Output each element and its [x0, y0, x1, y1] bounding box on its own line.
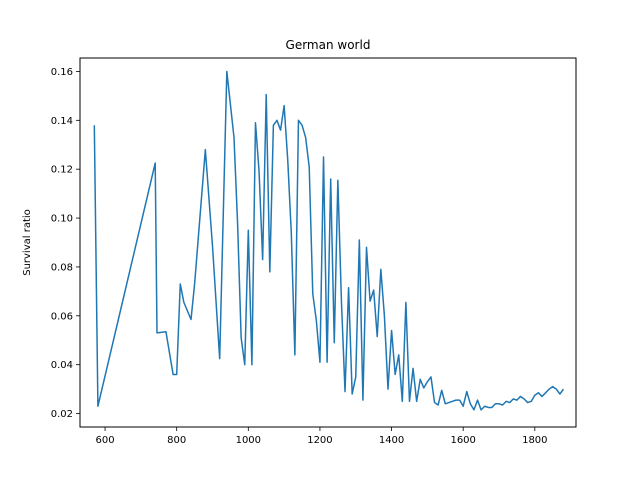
y-axis-label: Survival ratio [22, 209, 33, 276]
y-tick-label: 0.08 [51, 262, 73, 273]
y-tick-label: 0.10 [51, 214, 73, 225]
y-tick-label: 0.02 [51, 409, 73, 420]
x-tick-label: 1200 [307, 435, 332, 446]
x-tick-label: 800 [167, 435, 186, 446]
x-tick-label: 1800 [522, 435, 547, 446]
y-tick-label: 0.04 [51, 360, 73, 371]
x-tick-label: 1000 [236, 435, 261, 446]
y-tick-label: 0.16 [51, 67, 73, 78]
y-tick-label: 0.06 [51, 311, 73, 322]
x-tick-label: 600 [96, 435, 115, 446]
series-line [93, 70, 565, 411]
y-tick-label: 0.12 [51, 165, 73, 176]
x-axis-ticks: 600 800 1000 1200 1400 1600 1800 [96, 427, 548, 446]
plot-area [93, 70, 565, 411]
x-tick-label: 1600 [450, 435, 475, 446]
plot-frame [79, 57, 577, 428]
y-tick-label: 0.14 [51, 116, 73, 127]
chart-title: German world [286, 38, 371, 52]
x-tick-label: 1400 [379, 435, 404, 446]
y-axis-ticks: 0.02 0.04 0.06 0.08 0.10 0.12 0.14 0.16 [51, 67, 80, 420]
